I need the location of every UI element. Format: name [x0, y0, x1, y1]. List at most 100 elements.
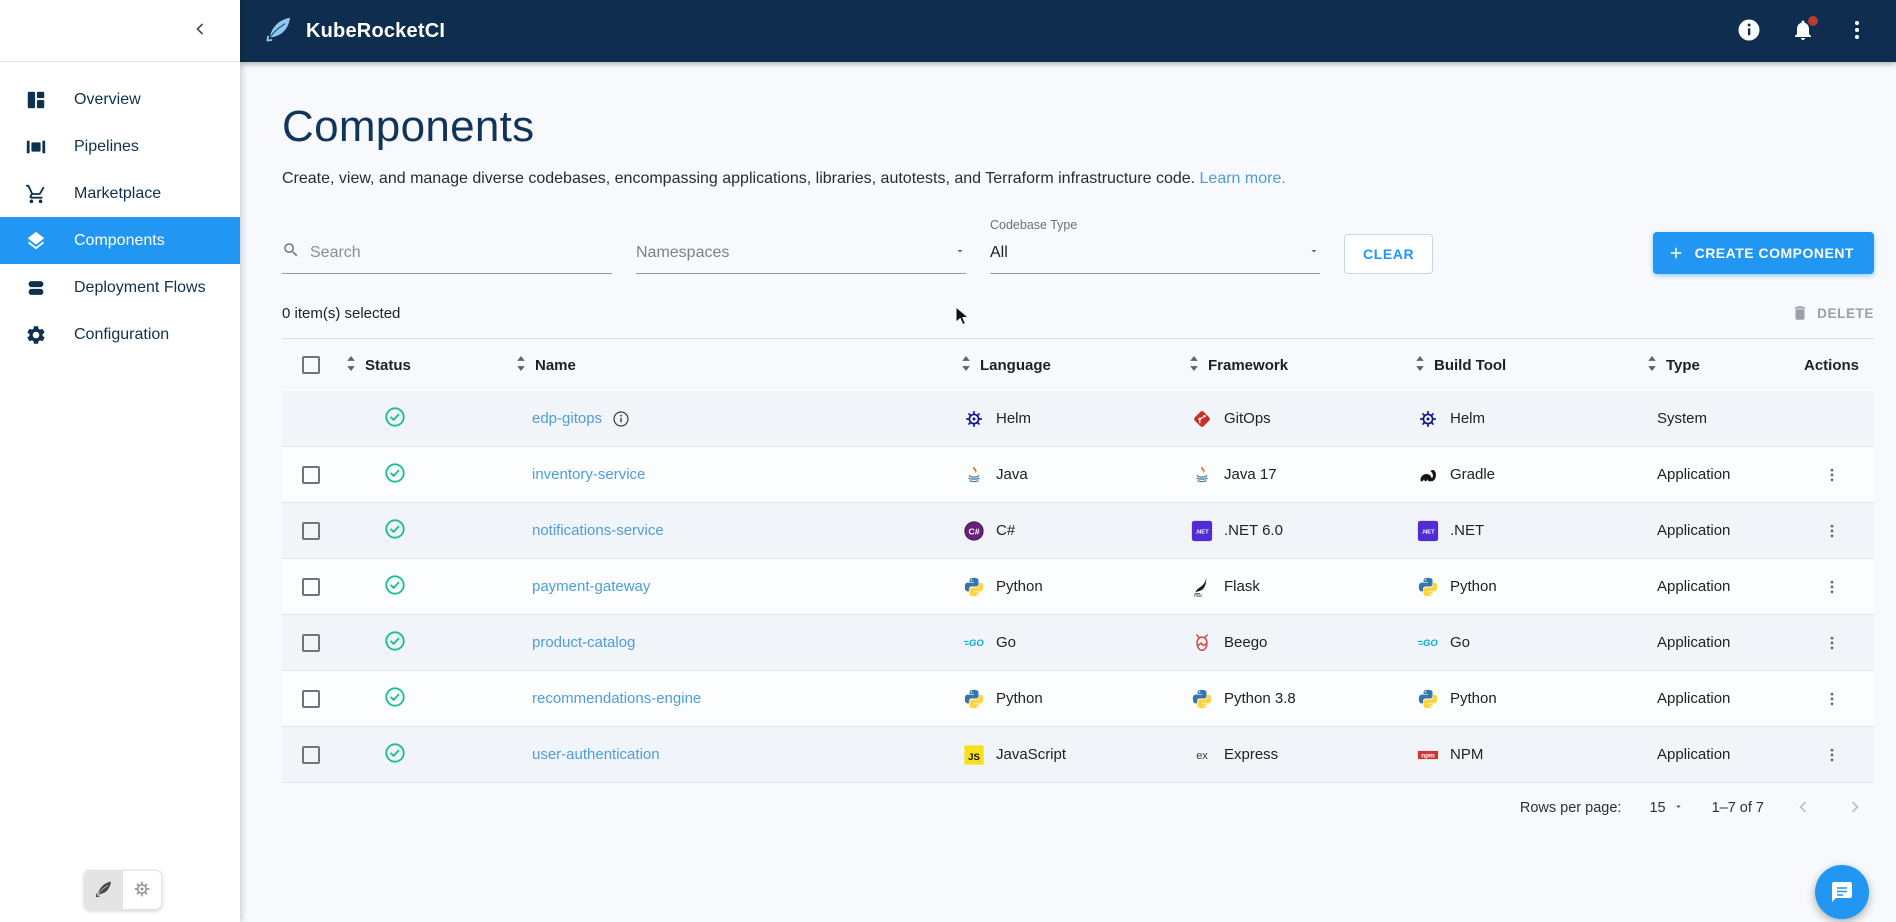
previous-page-button[interactable]	[1792, 796, 1814, 821]
select-all-checkbox[interactable]	[302, 356, 320, 374]
status-success-icon	[384, 518, 406, 540]
codebase-type-label: Codebase Type	[990, 218, 1078, 232]
delete-button[interactable]: DELETE	[1791, 304, 1874, 322]
row-checkbox[interactable]	[302, 465, 320, 484]
component-name-link[interactable]: notifications-service	[532, 522, 664, 539]
plus-icon	[1667, 244, 1685, 262]
app-title: KubeRocketCI	[306, 19, 446, 42]
svg-text:Flask: Flask	[1193, 594, 1203, 598]
svg-text:C#: C#	[968, 526, 979, 536]
javascript-icon: JS	[963, 744, 985, 766]
row-actions-kebab[interactable]	[1818, 517, 1846, 545]
learn-more-link[interactable]: Learn more.	[1199, 170, 1286, 187]
python-icon	[1191, 688, 1213, 710]
column-header-type[interactable]: Type	[1641, 355, 1789, 376]
filters-bar: Namespaces Codebase Type All CLEAR CREAT…	[282, 218, 1874, 274]
codebase-type-value: All	[990, 243, 1008, 261]
more-menu-button[interactable]	[1844, 18, 1870, 44]
row-actions-kebab[interactable]	[1818, 629, 1846, 657]
quill-toggle-button[interactable]	[85, 871, 123, 909]
component-name-link[interactable]: user-authentication	[532, 746, 660, 763]
brand: KubeRocketCI	[264, 14, 445, 49]
selection-bar: 0 item(s) selected DELETE	[282, 304, 1874, 339]
sidebar-item-configuration[interactable]: Configuration	[0, 311, 240, 358]
overview-icon	[24, 88, 48, 112]
component-name-link[interactable]: edp-gitops	[532, 410, 603, 427]
sort-icon	[346, 355, 356, 376]
column-header-build-tool[interactable]: Build Tool	[1409, 355, 1641, 376]
row-checkbox[interactable]	[302, 577, 320, 596]
column-header-framework[interactable]: Framework	[1183, 355, 1409, 376]
sidebar-item-pipelines[interactable]: Pipelines	[0, 123, 240, 170]
component-name-link[interactable]: payment-gateway	[532, 578, 651, 595]
configuration-icon	[24, 323, 48, 347]
page-title: Components	[282, 102, 535, 151]
row-checkbox[interactable]	[302, 521, 320, 540]
page-description: Create, view, and manage diverse codebas…	[282, 170, 1874, 188]
rows-per-page-label: Rows per page:	[1519, 800, 1622, 816]
sidebar-item-components[interactable]: Components	[0, 217, 240, 264]
column-header-actions: Actions	[1803, 356, 1859, 374]
table-row: user-authentication JS JavaScript ex Expre…	[282, 727, 1874, 783]
sidebar-collapse-button[interactable]	[188, 19, 212, 43]
create-component-button[interactable]: CREATE COMPONENT	[1652, 232, 1874, 274]
java-icon	[963, 464, 985, 486]
column-header-status[interactable]: Status	[340, 355, 510, 376]
row-checkbox[interactable]	[302, 745, 320, 764]
chevron-right-icon	[1851, 801, 1859, 812]
gradle-icon	[1417, 464, 1439, 486]
info-button[interactable]	[1736, 18, 1762, 44]
sidebar-item-deployment-flows[interactable]: Deployment Flows	[0, 264, 240, 311]
namespaces-select[interactable]: Namespaces	[636, 240, 966, 274]
info-icon[interactable]	[612, 410, 630, 428]
table-row: payment-gateway Python Flask Flask Python…	[282, 559, 1874, 615]
row-checkbox[interactable]	[302, 633, 320, 652]
flask-icon: Flask	[1191, 576, 1213, 598]
row-actions-kebab[interactable]	[1818, 573, 1846, 601]
column-header-name[interactable]: Name	[510, 355, 955, 376]
express-icon: ex	[1191, 744, 1213, 766]
chevron-down-icon	[1308, 244, 1320, 262]
svg-text:GO: GO	[969, 637, 984, 648]
create-component-label: CREATE COMPONENT	[1694, 245, 1854, 261]
type-cell: Application	[1657, 578, 1731, 595]
helm-icon	[1417, 408, 1439, 430]
svg-text:JS: JS	[968, 752, 980, 763]
components-icon	[24, 229, 48, 253]
main-content: Components Create, view, and manage dive…	[240, 62, 1896, 922]
sidebar-item-overview[interactable]: Overview	[0, 76, 240, 123]
rows-per-page-select[interactable]: 15	[1649, 800, 1683, 816]
chat-fab-button[interactable]	[1815, 865, 1869, 919]
clear-button[interactable]: CLEAR	[1344, 234, 1434, 274]
topbar-actions	[1736, 16, 1870, 44]
marketplace-icon	[24, 182, 48, 206]
sort-icon	[1189, 355, 1199, 376]
table-row: recommendations-engine Python Python 3.8…	[282, 671, 1874, 727]
go-icon: GO	[1417, 632, 1439, 654]
table-row: notifications-service C# C# .NET .NET 6.0 …	[282, 503, 1874, 559]
row-actions-kebab[interactable]	[1818, 741, 1846, 769]
row-actions-kebab[interactable]	[1818, 461, 1846, 489]
codebase-type-select[interactable]: All	[990, 240, 1320, 274]
row-actions-kebab[interactable]	[1818, 685, 1846, 713]
status-success-icon	[384, 406, 406, 428]
description-text: Create, view, and manage diverse codebas…	[282, 170, 1196, 187]
pagination-range: 1–7 of 7	[1711, 800, 1764, 816]
component-name-link[interactable]: recommendations-engine	[532, 690, 702, 707]
notifications-button[interactable]	[1790, 16, 1818, 44]
delete-label: DELETE	[1817, 305, 1874, 321]
table-row: edp-gitops Helm GitOps Helm System	[282, 391, 1874, 447]
next-page-button[interactable]	[1844, 796, 1866, 821]
chevron-left-icon	[1799, 801, 1807, 812]
sort-icon	[1415, 355, 1425, 376]
column-header-language[interactable]: Language	[955, 355, 1183, 376]
svg-text:GO: GO	[1423, 637, 1438, 648]
kubernetes-toggle-button[interactable]	[123, 871, 161, 909]
search-input[interactable]	[310, 243, 612, 262]
sidebar-item-marketplace[interactable]: Marketplace	[0, 170, 240, 217]
page-nav	[1792, 796, 1866, 821]
pipelines-icon	[24, 135, 48, 159]
component-name-link[interactable]: product-catalog	[532, 634, 636, 651]
component-name-link[interactable]: inventory-service	[532, 466, 646, 483]
row-checkbox[interactable]	[302, 689, 320, 708]
